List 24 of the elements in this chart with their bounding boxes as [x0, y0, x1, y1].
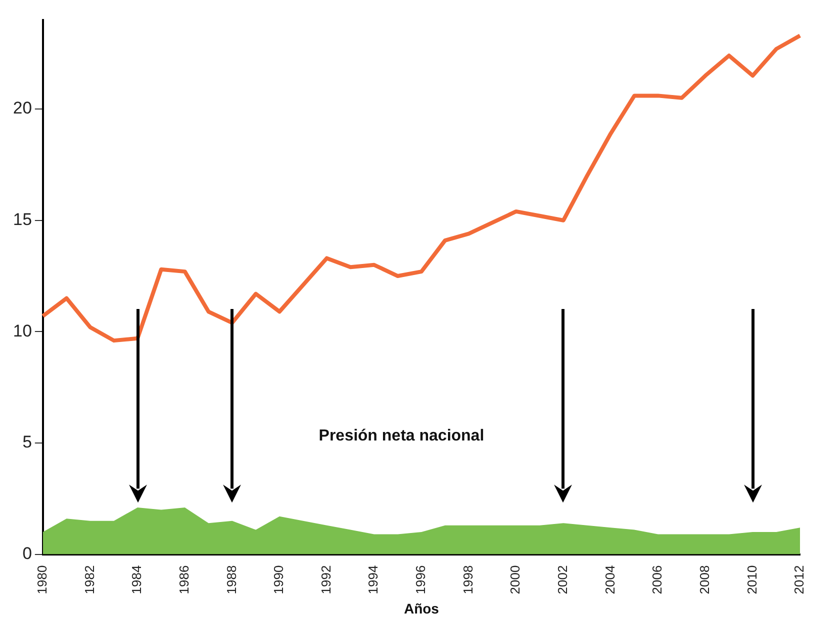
x-tick-label: 2008 [696, 565, 712, 594]
x-tick-label: 2000 [508, 565, 523, 594]
x-tick-label: 1992 [318, 565, 334, 594]
x-tick-label: 1994 [366, 565, 381, 594]
x-tick-label: 1990 [271, 565, 286, 594]
x-tick-label: 2002 [554, 565, 570, 594]
x-tick-label: 2012 [792, 565, 807, 594]
x-tick-label: 1980 [34, 565, 50, 594]
y-tick-label: 10 [12, 321, 32, 340]
y-tick-label: 5 [22, 432, 32, 452]
x-tick-label: 1984 [129, 565, 144, 594]
x-tick-label: 2010 [744, 565, 760, 594]
x-tick-label: 1996 [413, 565, 428, 594]
x-axis-title: Años [404, 600, 440, 616]
y-tick-label: 20 [12, 98, 32, 118]
y-tick-label: 0 [22, 544, 32, 563]
x-tick-label: 2004 [602, 565, 618, 594]
annotation: Presión neta nacional [318, 428, 484, 445]
y-tick-label: 15 [12, 210, 32, 230]
x-tick-label: 1986 [176, 565, 192, 594]
x-tick-label: 2006 [650, 565, 665, 594]
x-tick-label: 1982 [82, 565, 97, 594]
x-tick-label: 1988 [224, 565, 239, 594]
x-tick-label: 1998 [460, 565, 476, 594]
